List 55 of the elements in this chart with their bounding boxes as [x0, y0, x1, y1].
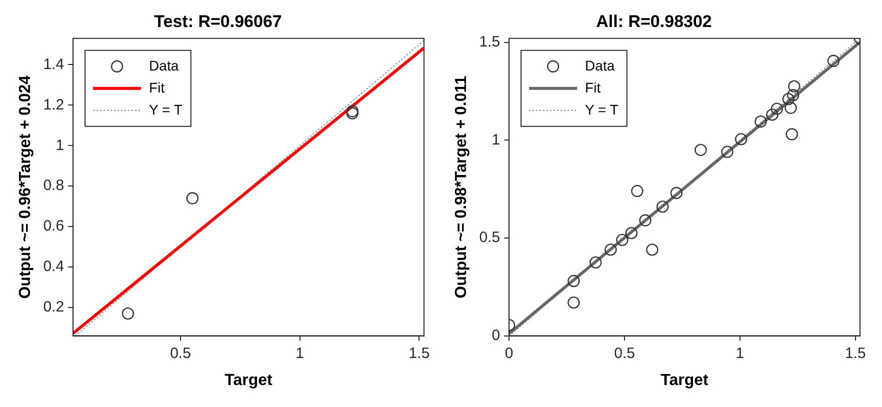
point	[754, 115, 767, 128]
y-tick-label: 0	[492, 326, 500, 344]
point	[568, 274, 580, 288]
point	[616, 234, 628, 246]
point	[186, 192, 199, 204]
legend-label: Y = T	[585, 101, 619, 118]
x-tick-label: 0.5	[170, 344, 191, 362]
legend-label: Fit	[585, 79, 601, 96]
point	[122, 307, 134, 320]
point	[827, 54, 840, 67]
y-tick-label: 1	[56, 136, 64, 154]
legend-label: Y = T	[149, 101, 183, 118]
point	[656, 200, 669, 213]
point	[639, 214, 652, 226]
point	[721, 146, 734, 158]
legend-label: Data	[149, 57, 179, 74]
y-tick-label: 0.5	[479, 229, 500, 246]
point	[786, 128, 798, 140]
y-tick-label: 1	[492, 131, 500, 148]
y-tick-label: 0.2	[43, 298, 64, 316]
point	[631, 184, 644, 198]
y-tick-label: 1.2	[43, 96, 64, 114]
point	[568, 296, 580, 309]
point	[625, 226, 638, 240]
legend-label: Data	[585, 57, 615, 74]
y-axis-title: Output ~= 0.98*Target + 0.011	[453, 76, 470, 298]
point	[646, 244, 658, 256]
x-tick-label: 1.5	[844, 344, 866, 362]
point	[734, 133, 748, 146]
point	[694, 144, 707, 156]
legend-label: Fit	[149, 79, 165, 96]
y-tick-label: 1.5	[479, 33, 500, 50]
chart-title: All: R=0.98302	[596, 12, 712, 31]
y-tick-label: 0.8	[43, 177, 64, 194]
x-axis-title: Target	[224, 372, 274, 389]
point	[604, 244, 617, 256]
x-tick-label: 0.5	[614, 344, 635, 362]
point	[770, 102, 783, 115]
x-tick-label: 0	[504, 344, 514, 362]
y-axis-title: Output ~= 0.96*Target + 0.024	[17, 75, 34, 299]
point	[670, 186, 683, 200]
point	[784, 102, 797, 114]
y-tick-label: 0.6	[43, 218, 64, 235]
y-tick-label: 0.4	[43, 258, 64, 276]
point	[782, 92, 795, 106]
chart-title: Test: R=0.96067	[154, 12, 282, 31]
x-axis-title: Target	[660, 372, 710, 389]
x-tick-label: 1	[296, 344, 304, 362]
point	[766, 108, 778, 121]
point	[786, 89, 800, 102]
y-tick-label: 1.4	[43, 56, 64, 73]
x-tick-label: 1	[736, 344, 744, 362]
x-tick-label: 1.5	[408, 344, 430, 362]
point	[788, 80, 800, 92]
point	[590, 256, 602, 269]
